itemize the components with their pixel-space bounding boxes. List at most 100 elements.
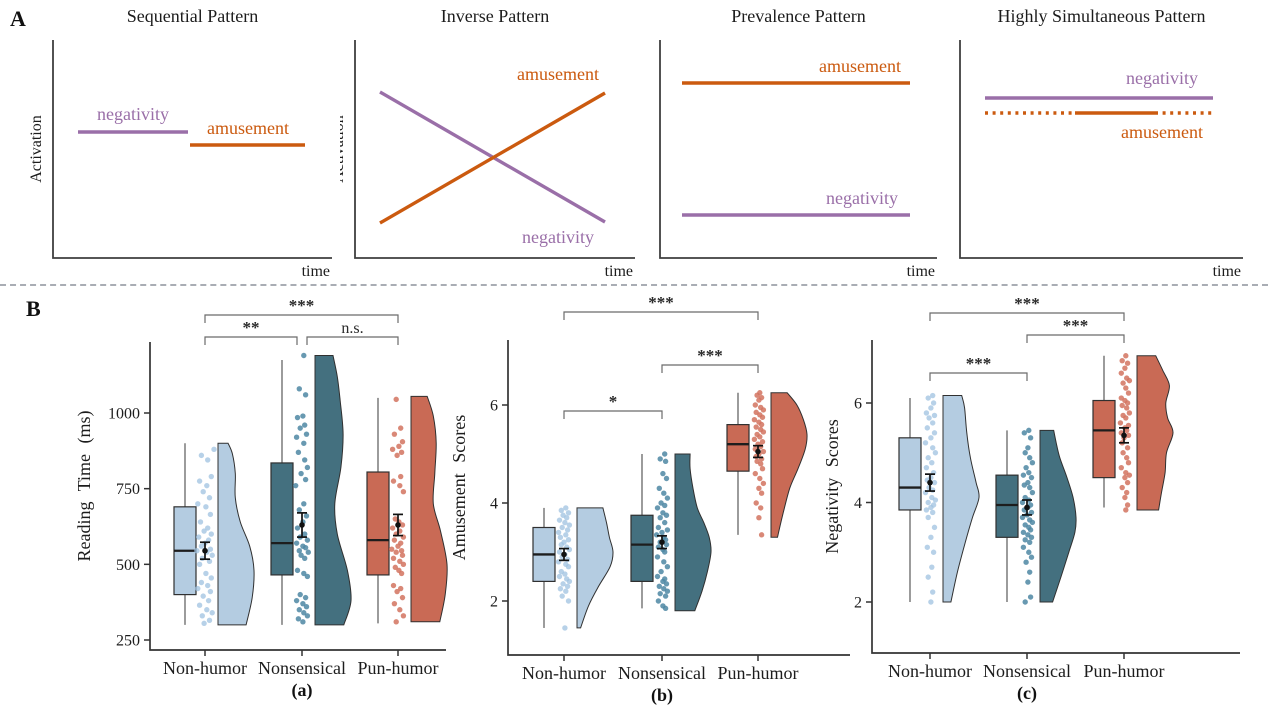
data-point — [556, 517, 563, 523]
data-point — [657, 456, 663, 462]
pattern-plot: Inverse Pattern Activation time amusement ne… — [330, 0, 650, 285]
data-point — [400, 561, 407, 568]
data-point — [1027, 594, 1034, 600]
data-point — [1023, 559, 1029, 565]
data-point — [922, 440, 929, 446]
data-point — [293, 540, 300, 546]
data-point — [758, 532, 765, 538]
data-point — [1123, 415, 1129, 421]
data-point — [1028, 554, 1035, 560]
data-point — [207, 511, 214, 518]
data-point — [301, 352, 307, 359]
data-point — [206, 495, 213, 501]
mean-point — [1024, 504, 1030, 511]
negativity-label: negativity — [97, 104, 169, 124]
data-point — [555, 529, 562, 536]
data-point — [1020, 472, 1027, 478]
data-point — [758, 490, 765, 496]
y-axis-label: Activation — [340, 115, 347, 183]
data-point — [296, 386, 302, 392]
data-point — [390, 582, 397, 589]
amusement-label: amusement — [1121, 122, 1203, 142]
data-point — [1119, 402, 1125, 409]
data-point — [664, 527, 671, 533]
data-point — [1125, 390, 1132, 396]
data-point — [556, 573, 563, 580]
data-point — [294, 525, 301, 531]
data-point — [928, 435, 934, 441]
data-point — [663, 541, 670, 548]
data-point — [302, 457, 308, 463]
data-point — [1117, 420, 1124, 426]
data-point — [207, 546, 214, 552]
data-point — [662, 549, 668, 555]
data-point — [1025, 445, 1031, 451]
data-point — [654, 505, 661, 511]
data-point — [751, 436, 758, 442]
data-point — [204, 482, 210, 489]
data-point — [924, 544, 930, 550]
data-point — [1025, 579, 1031, 585]
data-point — [752, 402, 758, 408]
category-label: Pun-humor — [718, 663, 799, 683]
half-violin — [770, 392, 808, 538]
data-point — [565, 598, 572, 604]
data-point — [393, 396, 399, 403]
data-point — [195, 585, 201, 592]
data-point — [661, 490, 667, 496]
pattern-plot-svg: Inverse Pattern Activation time amusement ne… — [330, 6, 635, 280]
data-point — [663, 581, 670, 587]
data-point — [302, 555, 308, 561]
data-point — [758, 505, 764, 511]
data-point — [302, 476, 309, 483]
data-point — [1029, 489, 1036, 496]
panel-b-label: B — [26, 296, 41, 321]
data-point — [303, 604, 310, 610]
data-point — [201, 620, 207, 627]
data-point — [196, 602, 203, 608]
data-point — [1020, 529, 1027, 536]
data-point — [1124, 427, 1130, 434]
data-point — [398, 425, 404, 431]
mean-point — [659, 539, 665, 545]
data-point — [756, 485, 762, 491]
data-point — [657, 515, 663, 521]
data-point — [655, 524, 662, 531]
amusement-label: amusement — [207, 118, 289, 138]
data-point — [207, 588, 214, 595]
data-point — [1029, 519, 1036, 526]
data-point — [398, 570, 405, 577]
subplot-label: (a) — [292, 680, 313, 701]
raincloud-plot: 250 500 750 1000 Reading Time (ms) Non-humor N… — [10, 290, 450, 711]
data-point — [754, 392, 760, 398]
data-point — [924, 425, 930, 431]
y-axis-label: Activation — [28, 115, 45, 183]
data-point — [928, 504, 934, 511]
data-point — [1026, 427, 1032, 434]
data-point — [923, 464, 930, 471]
pattern-plot: Highly Simultaneous Pattern Activation tim… — [935, 0, 1268, 285]
data-point — [654, 554, 661, 560]
category-label: Nonsensical — [983, 661, 1071, 681]
significance-label: *** — [1063, 316, 1089, 335]
data-point — [296, 548, 302, 554]
pattern-plot: Prevalence Pattern Activation time amusemen… — [635, 0, 950, 285]
mean-point — [927, 479, 933, 486]
data-point — [1124, 502, 1131, 508]
data-point — [300, 600, 306, 607]
data-point — [753, 500, 759, 506]
data-point — [200, 488, 206, 495]
data-point — [1027, 455, 1033, 461]
data-point — [400, 613, 407, 619]
y-tick-label: 2 — [854, 595, 862, 612]
data-point — [1126, 377, 1133, 384]
data-point — [656, 583, 662, 589]
data-point — [757, 434, 763, 440]
x-axis-label: time — [907, 263, 935, 280]
significance-bracket — [563, 311, 759, 320]
data-point — [1029, 460, 1036, 466]
half-violin — [410, 395, 448, 623]
box — [995, 474, 1019, 538]
data-point — [560, 581, 566, 587]
data-point — [302, 544, 309, 551]
